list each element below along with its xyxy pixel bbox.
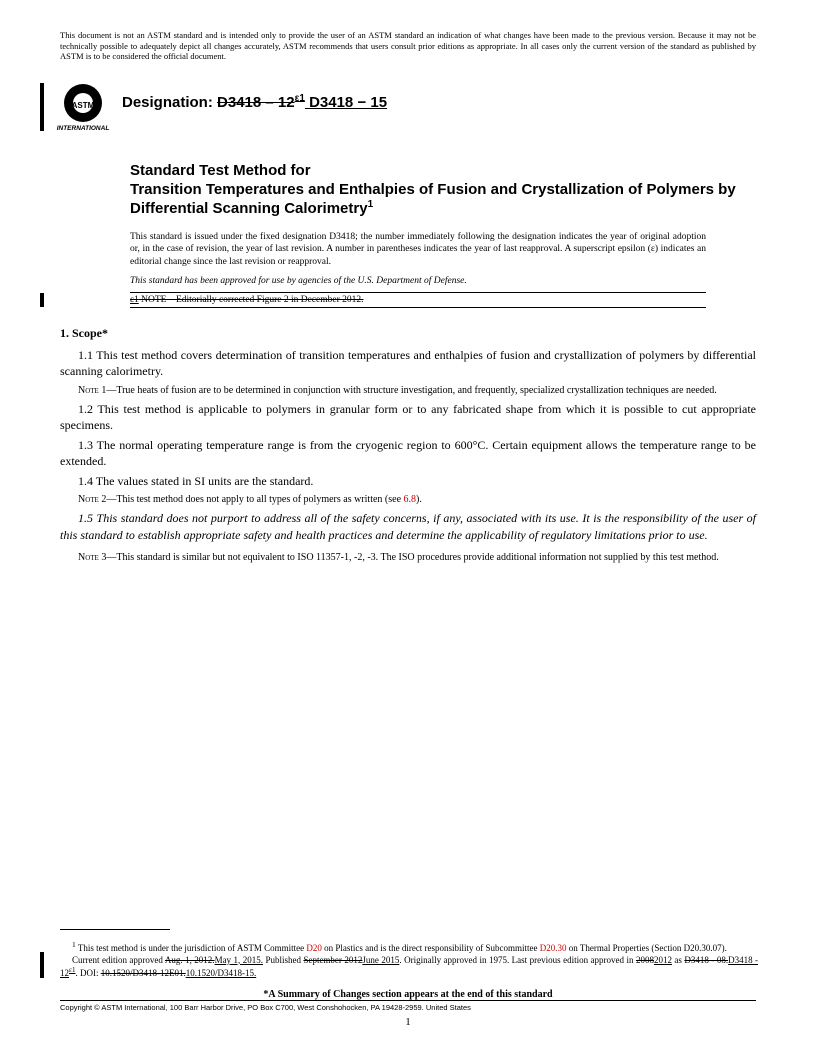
para-1-5: 1.5 This standard does not purport to ad… [60,510,756,542]
title-lead: Standard Test Method for [130,162,756,181]
footnote-separator [60,929,170,930]
disclaimer-text: This document is not an ASTM standard an… [60,30,756,62]
footnote-1: 1 This test method is under the jurisdic… [60,940,758,955]
title-block: Standard Test Method for Transition Temp… [130,162,756,219]
footnote-2: Current edition approved Aug. 1, 2012.Ma… [60,955,758,980]
note-3: Note 3—This standard is similar but not … [60,551,756,564]
svg-text:INTERNATIONAL: INTERNATIONAL [57,125,110,132]
dod-approval: This standard has been approved for use … [130,276,706,286]
ref-link[interactable]: 6.8 [404,494,417,505]
designation-line: Designation: D3418 – 12ε1 D3418 − 15 [122,93,387,111]
para-1-3: 1.3 The normal operating temperature ran… [60,437,756,469]
scope-heading: 1. Scope* [60,326,756,341]
issuance-text: This standard is issued under the fixed … [130,231,706,268]
note-2: Note 2—This test method does not apply t… [60,493,756,506]
svg-text:ASTM: ASTM [72,101,95,110]
editorial-note-row: ε1 NOTE—Editorially corrected Figure 2 i… [40,292,756,308]
change-bar-icon [40,83,44,131]
para-1-2: 1.2 This test method is applicable to po… [60,401,756,433]
page-number: 1 [0,1016,816,1028]
para-1-1: 1.1 This test method covers determinatio… [60,347,756,379]
designation-struck: D3418 – 12ε1 [217,94,305,111]
note-1: Note 1—True heats of fusion are to be de… [60,384,756,397]
change-bar-icon [40,952,44,978]
designation-label: Designation: [122,94,217,111]
footnotes-block: 1 This test method is under the jurisdic… [60,940,758,980]
change-bar-icon [40,293,44,307]
designation-new: D3418 − 15 [305,94,387,111]
para-1-4: 1.4 The values stated in SI units are th… [60,473,756,489]
astm-logo-icon: ASTM INTERNATIONAL [56,80,110,134]
editorial-note: ε1 NOTE—Editorially corrected Figure 2 i… [130,292,706,308]
copyright-line: Copyright © ASTM International, 100 Barr… [60,1000,756,1012]
summary-note: *A Summary of Changes section appears at… [60,989,756,1000]
title-main: Transition Temperatures and Enthalpies o… [130,181,756,220]
page-container: This document is not an ASTM standard an… [0,0,816,1056]
subcommittee-link[interactable]: D20.30 [540,943,567,953]
committee-link[interactable]: D20 [306,943,322,953]
header-row: ASTM INTERNATIONAL Designation: D3418 – … [40,80,756,134]
